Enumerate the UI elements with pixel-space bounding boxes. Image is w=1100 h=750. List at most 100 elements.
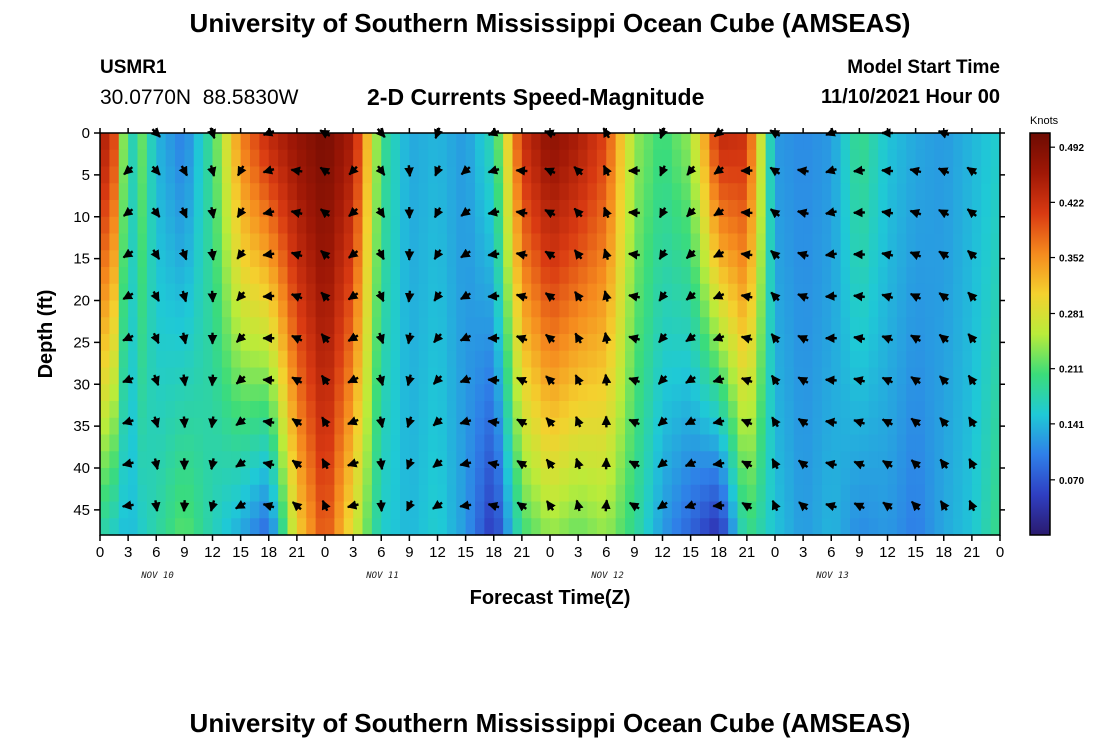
heatmap-cell	[437, 133, 448, 151]
heatmap-cell	[165, 216, 176, 235]
heatmap-cell	[887, 183, 898, 201]
heatmap-cell	[203, 384, 214, 402]
heatmap-cell	[250, 401, 260, 419]
heatmap-cell	[868, 133, 879, 151]
heatmap-cell	[531, 484, 542, 503]
heatmap-cell	[803, 518, 814, 536]
heatmap-cell	[859, 250, 870, 268]
heatmap-cell	[362, 317, 373, 335]
heatmap-cell	[925, 401, 935, 419]
heatmap-cell	[165, 468, 176, 486]
heatmap-cell	[878, 367, 889, 385]
heatmap-cell	[184, 166, 195, 184]
heatmap-cell	[606, 367, 617, 385]
heatmap-cell	[634, 183, 645, 201]
heatmap-cell	[165, 334, 176, 352]
heatmap-cell	[446, 233, 457, 251]
heatmap-cell	[100, 434, 110, 452]
heatmap-cell	[315, 401, 326, 419]
heatmap-cell	[934, 367, 945, 385]
heatmap-cell	[634, 384, 645, 402]
heatmap-cell	[981, 250, 992, 268]
heatmap-cell	[850, 133, 860, 151]
heatmap-cell	[859, 149, 870, 168]
heatmap-cell	[971, 484, 982, 503]
heatmap-cell	[775, 233, 785, 251]
heatmap-cell	[493, 350, 504, 369]
heatmap-cell	[784, 451, 795, 469]
heatmap-cell	[587, 250, 598, 268]
heatmap-cell	[962, 317, 973, 335]
heatmap-cell	[653, 300, 664, 318]
heatmap-cell	[953, 334, 964, 352]
heatmap-cell	[531, 233, 542, 251]
heatmap-cell	[362, 149, 373, 168]
current-vector	[433, 332, 444, 344]
heatmap-cell	[709, 518, 720, 536]
heatmap-cell	[278, 451, 289, 469]
heatmap-cell	[831, 200, 842, 218]
heatmap-cell	[737, 518, 748, 536]
heatmap-cell	[953, 401, 964, 419]
heatmap-cell	[915, 250, 926, 268]
heatmap-cell	[259, 200, 270, 218]
heatmap-cell	[165, 300, 176, 318]
heatmap-cell	[184, 283, 195, 302]
heatmap-cell	[278, 267, 289, 285]
heatmap-cell	[887, 317, 898, 335]
heatmap-cell	[850, 468, 860, 486]
heatmap-cell	[943, 149, 954, 168]
heatmap-cell	[868, 317, 879, 335]
heatmap-cell	[896, 417, 907, 436]
heatmap-cell	[700, 484, 710, 503]
heatmap-cell	[268, 484, 279, 503]
heatmap-cell	[878, 468, 889, 486]
x-tick-label: 0	[996, 544, 1004, 561]
heatmap-cell	[578, 484, 589, 503]
current-vector	[573, 207, 584, 219]
heatmap-cell	[653, 317, 664, 335]
heatmap-cell	[259, 300, 270, 318]
heatmap-cell	[184, 334, 195, 352]
heatmap-cell	[146, 484, 157, 503]
heatmap-cell	[850, 434, 860, 452]
heatmap-cell	[981, 484, 992, 503]
heatmap-cell	[334, 267, 345, 285]
heatmap-cell	[100, 250, 110, 268]
heatmap-cell	[915, 133, 926, 151]
heatmap-cell	[390, 149, 401, 168]
heatmap-cell	[118, 484, 129, 503]
heatmap-cell	[390, 384, 401, 402]
heatmap-cell	[625, 149, 635, 168]
heatmap-cell	[887, 501, 898, 519]
heatmap-cell	[812, 250, 823, 268]
heatmap-cell	[409, 334, 420, 352]
current-vector	[796, 250, 809, 260]
heatmap-cell	[100, 317, 110, 335]
heatmap-cell	[493, 250, 504, 268]
current-vector	[321, 416, 331, 428]
heatmap-cell	[343, 417, 354, 436]
heatmap-cell	[128, 200, 139, 218]
current-vector	[938, 292, 950, 303]
heatmap-cell	[231, 334, 242, 352]
heatmap-cell	[128, 518, 139, 536]
heatmap-cell	[934, 317, 945, 335]
heatmap-cell	[400, 149, 410, 168]
heatmap-cell	[775, 434, 785, 452]
heatmap-cell	[587, 267, 598, 285]
heatmap-cell	[803, 149, 814, 168]
heatmap-cell	[362, 300, 373, 318]
heatmap-cell	[296, 401, 307, 419]
current-vector	[121, 458, 134, 468]
heatmap-cell	[784, 350, 795, 369]
heatmap-cell	[868, 484, 879, 503]
heatmap-cell	[521, 367, 532, 385]
heatmap-cell	[934, 384, 945, 402]
heatmap-cell	[765, 233, 776, 251]
heatmap-cell	[831, 417, 842, 436]
heatmap-cell	[953, 417, 964, 436]
heatmap-cell	[362, 133, 373, 151]
heatmap-cell	[353, 518, 364, 536]
colorbar-unit: Knots	[1030, 115, 1059, 127]
